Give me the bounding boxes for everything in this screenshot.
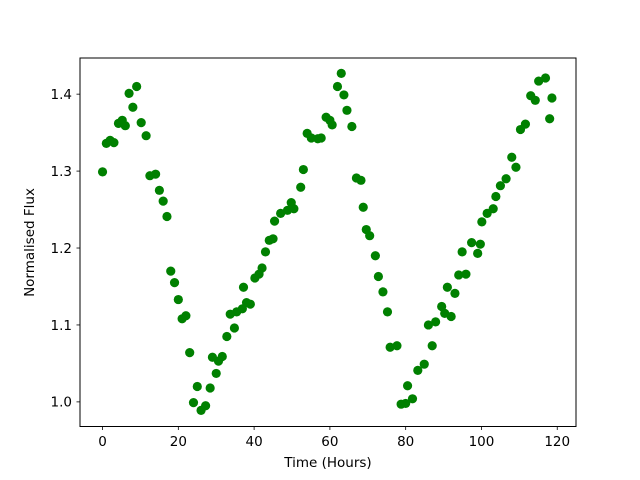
scatter-point (488, 204, 498, 214)
scatter-point (132, 81, 142, 92)
scatter-point (401, 398, 411, 409)
scatter-point (269, 216, 280, 226)
scatter-point (316, 133, 326, 143)
scatter-point (238, 282, 249, 292)
scatter-point (257, 263, 267, 273)
scatter-point (402, 381, 413, 391)
scatter-point (461, 269, 471, 279)
scatter-point (473, 248, 483, 259)
scatter-point (169, 278, 180, 288)
x-tick-label: 80 (397, 434, 414, 450)
scatter-point (547, 93, 557, 103)
y-tick-label: 1.2 (51, 241, 72, 257)
scatter-point (378, 287, 388, 297)
scatter-point (530, 95, 540, 105)
scatter-point (298, 164, 308, 175)
scatter-point (373, 271, 383, 282)
y-tick-label: 1.0 (51, 395, 72, 411)
scatter-point (450, 288, 460, 299)
scatter-point (181, 311, 191, 321)
scatter-point (162, 211, 172, 222)
scatter-point (540, 73, 551, 83)
scatter-point (407, 394, 418, 404)
scatter-point (201, 401, 211, 411)
scatter-point (454, 270, 464, 280)
scatter-point (467, 238, 477, 248)
scatter-point (136, 118, 146, 128)
scatter-point (457, 247, 467, 257)
scatter-point (419, 359, 429, 369)
scatter-point (217, 351, 227, 362)
scatter-point (382, 307, 393, 317)
y-tick-label: 1.3 (51, 164, 72, 180)
scatter-point (477, 217, 487, 227)
scatter-point (520, 119, 531, 129)
scatter-point (446, 311, 456, 322)
scatter-point (124, 88, 134, 98)
scatter-point (370, 251, 380, 261)
scatter-point (437, 301, 447, 312)
axis-ticks: 0 20 40 60 80 100 120 1.0 1.1 1.2 1.3 1.4 (51, 87, 571, 450)
scatter-point (154, 185, 164, 195)
scatter-point (342, 105, 352, 115)
scatter-point (545, 114, 555, 124)
scatter-point (173, 294, 183, 305)
scatter-point (185, 348, 195, 358)
scatter-point (336, 68, 346, 78)
scatter-point (289, 204, 299, 214)
scatter-point (475, 239, 485, 249)
data-points (97, 68, 557, 415)
y-tick-label: 1.1 (51, 318, 72, 334)
y-axis-label: Normalised Flux (22, 188, 38, 297)
scatter-point (339, 90, 349, 100)
scatter-point (491, 191, 501, 202)
scatter-point (205, 383, 215, 393)
scatter-point (501, 174, 511, 184)
scatter-point (442, 282, 452, 292)
scatter-point (507, 152, 517, 162)
x-tick-label: 0 (98, 434, 107, 450)
scatter-point (392, 341, 402, 351)
scatter-point (229, 323, 240, 333)
x-tick-label: 60 (321, 434, 338, 450)
scatter-point (141, 131, 151, 141)
scatter-point (358, 202, 368, 212)
scatter-point (260, 247, 271, 257)
scatter-point (356, 175, 366, 185)
scatter-point (150, 169, 161, 179)
x-tick-label: 20 (170, 434, 187, 450)
scatter-point (495, 181, 506, 191)
scatter-point (332, 81, 343, 92)
scatter-point (423, 320, 434, 330)
scatter-point (158, 196, 168, 206)
scatter-point (268, 234, 278, 244)
scatter-point (365, 231, 375, 241)
scatter-point (211, 368, 221, 379)
scatter-point (128, 102, 138, 112)
scatter-point (296, 182, 306, 192)
scatter-point (327, 120, 337, 130)
scatter-point (431, 317, 441, 327)
scatter-point (347, 121, 357, 132)
scatter-point (192, 381, 202, 392)
scatter-point (109, 138, 119, 148)
scatter-point (427, 341, 437, 351)
scatter-point (222, 331, 232, 342)
scatter-point (511, 162, 521, 172)
scatter-point (188, 398, 199, 408)
scatter-point (166, 266, 176, 276)
x-tick-label: 100 (469, 434, 495, 450)
y-tick-label: 1.4 (51, 87, 72, 103)
scatter-point (97, 167, 108, 177)
x-axis-label: Time (Hours) (283, 455, 371, 471)
x-tick-label: 120 (544, 434, 570, 450)
x-tick-label: 40 (246, 434, 263, 450)
scatter-point (120, 121, 130, 131)
scatter-point (245, 299, 255, 309)
scatter-point (413, 365, 423, 375)
